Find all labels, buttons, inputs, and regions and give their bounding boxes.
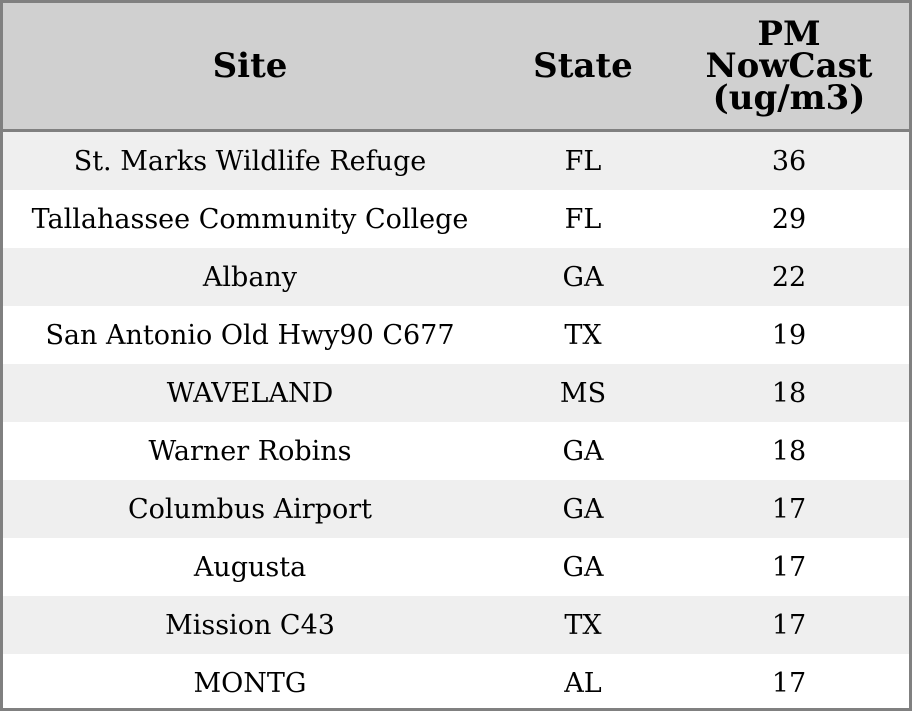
pm-nowcast-table: Site State PM NowCast (ug/m3) St. Marks … bbox=[3, 3, 909, 708]
cell-site: St. Marks Wildlife Refuge bbox=[3, 130, 497, 190]
cell-state: TX bbox=[497, 596, 669, 654]
cell-pm-value: 17 bbox=[669, 596, 909, 654]
cell-state: GA bbox=[497, 538, 669, 596]
table-row: San Antonio Old Hwy90 C677 TX 19 bbox=[3, 306, 909, 364]
table-row: Augusta GA 17 bbox=[3, 538, 909, 596]
column-header-state: State bbox=[497, 3, 669, 132]
cell-site: MONTG bbox=[3, 654, 497, 708]
cell-site: Columbus Airport bbox=[3, 480, 497, 538]
cell-site: Mission C43 bbox=[3, 596, 497, 654]
table-row: Albany GA 22 bbox=[3, 248, 909, 306]
cell-pm-value: 29 bbox=[669, 190, 909, 248]
cell-site: Warner Robins bbox=[3, 422, 497, 480]
column-header-pm-nowcast: PM NowCast (ug/m3) bbox=[669, 3, 909, 132]
cell-state: GA bbox=[497, 248, 669, 306]
cell-site: Tallahassee Community College bbox=[3, 190, 497, 248]
cell-pm-value: 22 bbox=[669, 248, 909, 306]
cell-site: Augusta bbox=[3, 538, 497, 596]
cell-site: WAVELAND bbox=[3, 364, 497, 422]
cell-state: MS bbox=[497, 364, 669, 422]
column-header-pm-line1: PM bbox=[757, 14, 821, 54]
table-row: St. Marks Wildlife Refuge FL 36 bbox=[3, 130, 909, 190]
cell-state: TX bbox=[497, 306, 669, 364]
table-row: Columbus Airport GA 17 bbox=[3, 480, 909, 538]
column-header-site: Site bbox=[3, 3, 497, 132]
table-row: Tallahassee Community College FL 29 bbox=[3, 190, 909, 248]
header-row: Site State PM NowCast (ug/m3) bbox=[3, 3, 909, 132]
table-row: MONTG AL 17 bbox=[3, 654, 909, 708]
table-row: Mission C43 TX 17 bbox=[3, 596, 909, 654]
table-row: Warner Robins GA 18 bbox=[3, 422, 909, 480]
cell-pm-value: 17 bbox=[669, 480, 909, 538]
cell-site: Albany bbox=[3, 248, 497, 306]
cell-state: GA bbox=[497, 422, 669, 480]
cell-state: GA bbox=[497, 480, 669, 538]
cell-state: AL bbox=[497, 654, 669, 708]
cell-state: FL bbox=[497, 130, 669, 190]
table-row: WAVELAND MS 18 bbox=[3, 364, 909, 422]
cell-pm-value: 17 bbox=[669, 654, 909, 708]
column-header-pm-line2: NowCast bbox=[705, 46, 873, 86]
cell-pm-value: 19 bbox=[669, 306, 909, 364]
column-header-pm-line3: (ug/m3) bbox=[712, 78, 866, 118]
cell-pm-value: 36 bbox=[669, 130, 909, 190]
cell-pm-value: 17 bbox=[669, 538, 909, 596]
table-header: Site State PM NowCast (ug/m3) bbox=[3, 3, 909, 132]
table-body: St. Marks Wildlife Refuge FL 36 Tallahas… bbox=[3, 130, 909, 708]
cell-pm-value: 18 bbox=[669, 364, 909, 422]
cell-pm-value: 18 bbox=[669, 422, 909, 480]
cell-site: San Antonio Old Hwy90 C677 bbox=[3, 306, 497, 364]
cell-state: FL bbox=[497, 190, 669, 248]
